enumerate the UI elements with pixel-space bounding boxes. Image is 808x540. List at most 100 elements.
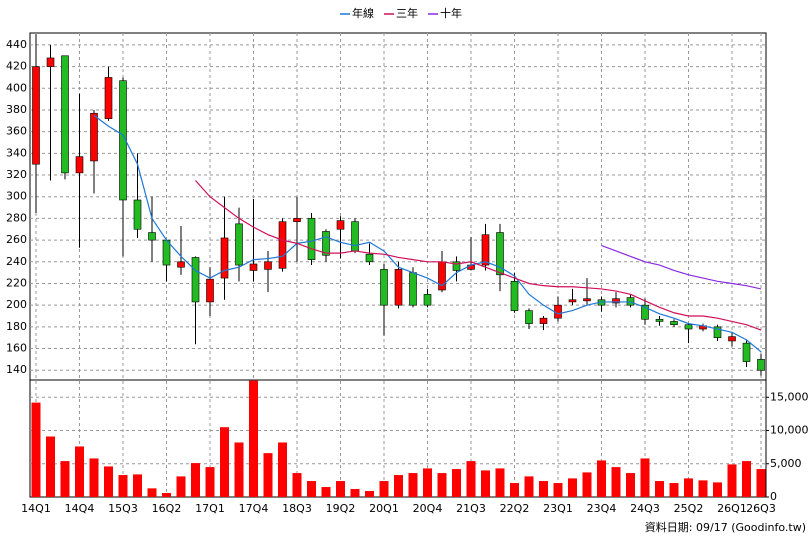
candle-body [641, 304, 649, 320]
y-tick-label: 140 [6, 363, 27, 376]
volume-bar [626, 473, 635, 497]
volume-bar [510, 483, 519, 497]
volume-bar [756, 469, 766, 497]
ma-line [601, 244, 762, 290]
volume-bar [727, 464, 737, 497]
volume-bar [379, 481, 389, 497]
y-tick-label: 400 [6, 81, 27, 94]
x-tick-label: 19Q2 [326, 502, 356, 515]
volume-bar [713, 482, 722, 497]
volume-bar [118, 475, 128, 497]
volume-bar [655, 481, 664, 497]
candle-body [684, 324, 693, 330]
volume-bar [684, 478, 693, 497]
x-tick-label: 21Q3 [456, 502, 486, 515]
volume-bar [582, 472, 592, 497]
volume-bar [133, 474, 142, 497]
volume-bar [350, 489, 360, 497]
volume-bar [60, 461, 70, 497]
volume-bar [75, 446, 84, 497]
volume-bar [220, 427, 229, 497]
candle-body [75, 156, 84, 174]
candle-body [728, 336, 736, 342]
y2-tick-label: 0 [770, 490, 777, 503]
volume-bar [89, 458, 99, 497]
x-tick-label: 14Q1 [21, 502, 51, 515]
volume-bar [394, 475, 403, 497]
candle-body [90, 112, 98, 162]
candle-body [554, 304, 562, 319]
volume-bar [437, 473, 447, 497]
volume-bar [495, 468, 505, 497]
candle-body [510, 281, 519, 311]
x-tick-label: 23Q1 [543, 502, 573, 515]
candle-body [713, 326, 722, 339]
volume-bar [742, 461, 751, 497]
y-tick-label: 200 [6, 298, 27, 311]
volume-bar [162, 493, 171, 497]
candle-body [119, 80, 127, 201]
x-tick-label: 15Q3 [108, 502, 138, 515]
candle-body [351, 221, 359, 252]
candle-body [380, 269, 388, 306]
ma-line [195, 180, 762, 331]
volume-bar [466, 461, 476, 497]
volume-bar [640, 458, 650, 497]
candle-body [409, 272, 417, 306]
volume-bar [568, 478, 577, 497]
x-tick-label: 22Q2 [500, 502, 530, 515]
volume-bar [104, 466, 113, 497]
candle-body [162, 239, 171, 266]
volume-bar [524, 476, 534, 497]
candle-body [307, 218, 316, 260]
candle-body [423, 294, 432, 306]
candle-body [206, 278, 214, 303]
candle-body [394, 269, 403, 306]
volume-bar [234, 442, 244, 497]
candle-body [235, 223, 243, 266]
footer: 資料日期: 09/17 (Goodinfo.tw) [645, 520, 806, 534]
y2-tick-label: 15,000 [770, 390, 808, 403]
candle-body [177, 261, 185, 268]
x-tick-label: 16Q2 [152, 502, 182, 515]
y-tick-label: 300 [6, 190, 27, 203]
candle-body [539, 317, 548, 324]
volume-bar [365, 491, 374, 497]
candle-body [583, 298, 591, 302]
candle-body [481, 234, 490, 266]
candle-body [322, 231, 330, 256]
volume-bar [263, 453, 273, 497]
x-tick-label: 20Q1 [369, 502, 399, 515]
y-tick-label: 180 [6, 320, 27, 333]
volume-bar [408, 473, 418, 497]
candle-body [104, 77, 113, 119]
candle-body [336, 220, 345, 230]
volume-bar [307, 481, 316, 497]
candle-body [220, 237, 229, 279]
legend-label: 十年 [440, 6, 462, 20]
y-tick-label: 260 [6, 233, 27, 246]
y-tick-label: 320 [6, 168, 27, 181]
candle-body [496, 232, 504, 276]
y2-tick-label: 10,000 [770, 424, 808, 437]
candle-body [191, 257, 200, 303]
candle-body [568, 299, 577, 303]
candle-body [655, 318, 664, 322]
x-tick-label: 24Q3 [630, 502, 660, 515]
x-tick-label: 17Q1 [195, 502, 225, 515]
candle-body [249, 263, 258, 271]
y-tick-label: 380 [6, 103, 27, 116]
volume-bar [698, 480, 708, 497]
candle-body [365, 253, 374, 263]
x-tick-label: 17Q4 [239, 502, 269, 515]
y-tick-label: 440 [6, 38, 27, 51]
volume-bar [46, 436, 55, 497]
candle-body [133, 199, 142, 230]
volume-bar [176, 476, 186, 497]
x-tick-label: 26Q3 [746, 502, 776, 515]
x-tick-label: 20Q4 [413, 502, 443, 515]
candle-body [32, 66, 40, 165]
x-tick-label: 23Q4 [587, 502, 617, 515]
candle-body [46, 57, 55, 67]
y-tick-label: 220 [6, 276, 27, 289]
